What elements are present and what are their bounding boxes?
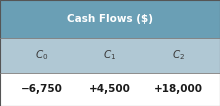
Text: $\mathit{C}_1$: $\mathit{C}_1$ bbox=[103, 48, 117, 62]
Bar bbox=[0, 38, 220, 73]
Text: $\mathit{C}_2$: $\mathit{C}_2$ bbox=[172, 48, 185, 62]
Bar bbox=[0, 73, 220, 106]
Text: −6,750: −6,750 bbox=[21, 84, 63, 94]
Text: +18,000: +18,000 bbox=[154, 84, 203, 94]
Text: +4,500: +4,500 bbox=[89, 84, 131, 94]
Text: Cash Flows ($): Cash Flows ($) bbox=[67, 14, 153, 24]
Text: $\mathit{C}_0$: $\mathit{C}_0$ bbox=[35, 48, 48, 62]
Bar bbox=[0, 0, 220, 38]
